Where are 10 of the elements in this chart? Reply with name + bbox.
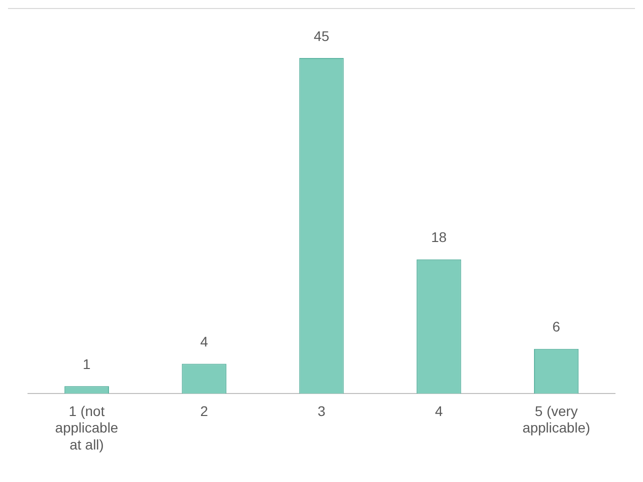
data-label: 45	[314, 28, 330, 44]
x-tick-label: 3	[318, 402, 326, 419]
x-tick-label: 4	[435, 402, 443, 419]
data-label: 6	[552, 318, 560, 335]
x-tick-label: 1 (not applicable at all)	[55, 402, 118, 452]
data-label: 18	[431, 229, 447, 246]
x-tick-label: 5 (very applicable)	[522, 402, 590, 436]
data-label: 1	[82, 356, 91, 372]
data-label: 4	[200, 334, 208, 350]
x-tick-label: 2	[200, 402, 208, 419]
